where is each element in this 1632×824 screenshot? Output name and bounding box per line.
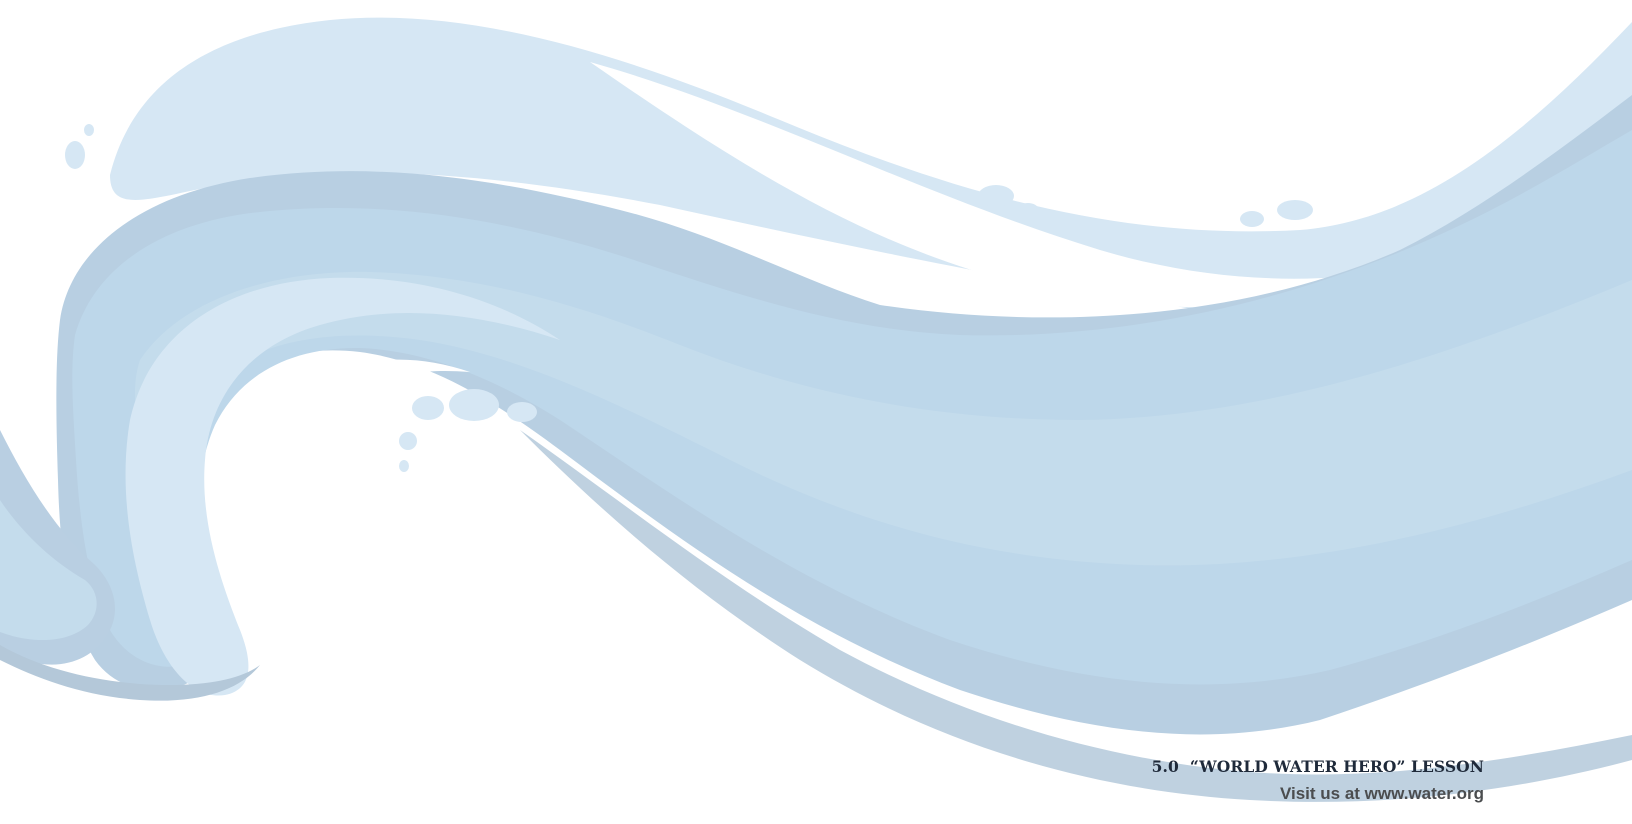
bubble-shape xyxy=(978,185,1014,207)
wave-bottom-outline-shape xyxy=(0,645,260,701)
wave-white-swirl-shape xyxy=(317,359,470,760)
website-line: Visit us at www.water.org xyxy=(1279,784,1484,803)
bubble-shape xyxy=(399,432,417,450)
bubble-shape xyxy=(84,124,94,136)
wave-lower-tail-shape xyxy=(520,430,1632,802)
bubble-shape xyxy=(1240,211,1264,227)
bubble-shape xyxy=(399,460,409,472)
bubble-shape xyxy=(1018,203,1038,215)
wave-left-edge-inner-shape xyxy=(0,500,97,641)
wave-curl-light-shape xyxy=(125,277,560,696)
page-footer: 5.0 “WORLD WATER HERO” LESSON Visit us a… xyxy=(1152,757,1484,805)
bubble-shape xyxy=(412,396,444,420)
lesson-title: 5.0 “WORLD WATER HERO” LESSON xyxy=(1151,757,1484,776)
bubble-shape xyxy=(507,402,537,422)
bubble-shape xyxy=(449,389,499,421)
wave-inner-band-shape xyxy=(135,271,1632,566)
wave-white-ribbon-shape xyxy=(590,62,1520,308)
bubble-shape xyxy=(65,141,85,169)
bubble-shape xyxy=(1277,200,1313,220)
